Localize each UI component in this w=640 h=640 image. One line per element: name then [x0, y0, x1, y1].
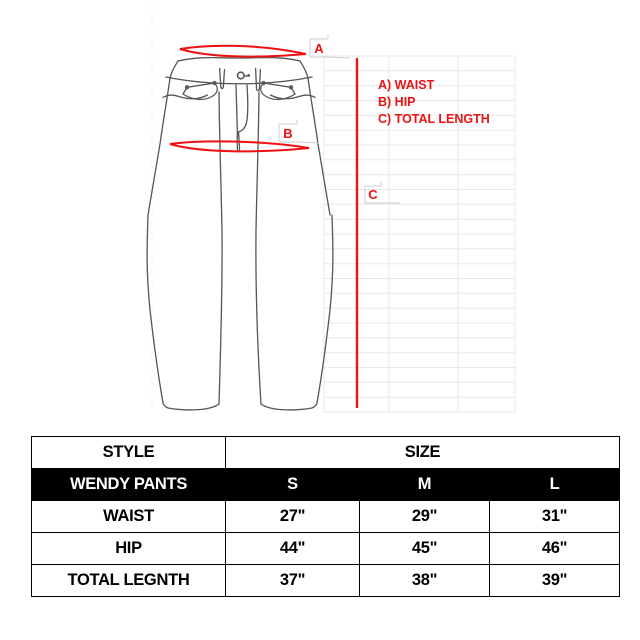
svg-text:C: C [368, 187, 378, 202]
svg-text:A: A [314, 41, 324, 56]
svg-text:B) HIP: B) HIP [378, 95, 416, 109]
svg-text:B: B [283, 126, 292, 141]
svg-text:C) TOTAL LENGTH: C) TOTAL LENGTH [378, 112, 490, 126]
svg-text:A) WAIST: A) WAIST [378, 78, 435, 92]
